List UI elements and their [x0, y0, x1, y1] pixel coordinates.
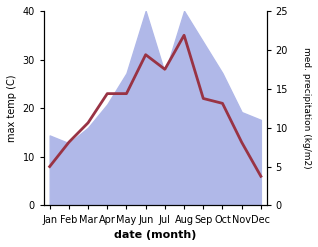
Y-axis label: max temp (C): max temp (C) — [7, 74, 17, 142]
X-axis label: date (month): date (month) — [114, 230, 197, 240]
Y-axis label: med. precipitation (kg/m2): med. precipitation (kg/m2) — [302, 47, 311, 169]
